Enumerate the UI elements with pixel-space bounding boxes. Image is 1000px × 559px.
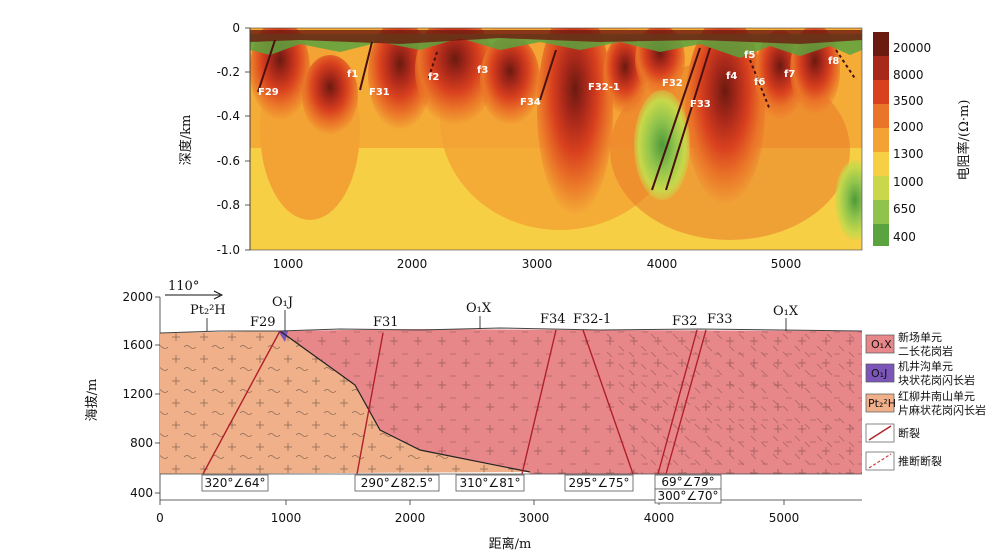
top-y-axis: 0 -0.2 -0.4 -0.6 -0.8 -1.0 深度/km — [178, 21, 251, 257]
y-axis-label: 深度/km — [178, 115, 194, 166]
top-x-axis: 1000 2000 3000 4000 5000 — [273, 257, 802, 271]
fault-label: f6 — [754, 77, 765, 88]
x-tick: 2000 — [397, 257, 428, 271]
attitude: 300°∠70° — [658, 489, 719, 503]
legend-line1: 新场单元 — [898, 330, 942, 344]
fault-name: F33 — [707, 312, 733, 327]
colorbar-tick: 400 — [893, 230, 916, 244]
x-tick: 5000 — [771, 257, 802, 271]
y-tick: 2000 — [122, 290, 153, 304]
colorbar-tick: 8000 — [893, 68, 924, 82]
legend-line1: 推断断裂 — [898, 454, 942, 468]
fault-label: f7 — [784, 69, 795, 80]
unit-label-oj: O₁J — [272, 295, 293, 310]
azimuth-label: 110° — [168, 279, 199, 294]
y-tick: -0.4 — [217, 109, 240, 123]
attitude: 295°∠75° — [569, 476, 630, 490]
legend-code: O₁X — [871, 338, 892, 351]
unit-oj — [278, 331, 288, 342]
y-axis-label: 海拔/m — [85, 379, 100, 422]
fault-name: F32-1 — [573, 312, 611, 327]
legend-line1: 断裂 — [898, 426, 920, 440]
colorbar-tick: 650 — [893, 202, 916, 216]
x-tick: 5000 — [769, 511, 800, 525]
colorbar-tick: 1000 — [893, 175, 924, 189]
legend-line2: 块状花岗闪长岩 — [898, 373, 975, 387]
attitude: 320°∠64° — [205, 476, 266, 490]
colorbar-tick: 20000 — [893, 41, 931, 55]
colorbar-tick: 3500 — [893, 94, 924, 108]
geologic-section: 2000 1600 1200 800 400 海拔/m 0 1000 2000 … — [85, 279, 986, 552]
fault-label: f4 — [726, 71, 737, 82]
x-tick: 4000 — [647, 257, 678, 271]
legend-code: O₁J — [871, 367, 887, 380]
x-tick: 3000 — [522, 257, 553, 271]
fault-label: F34 — [520, 97, 541, 108]
y-tick: -0.8 — [217, 198, 240, 212]
fault-label: F32 — [662, 78, 683, 89]
y-tick: -0.6 — [217, 154, 240, 168]
y-tick: 0 — [232, 21, 240, 35]
colorbar-label: 电阻率/(Ω·m) — [956, 100, 972, 181]
unit-label-ox: O₁X — [773, 304, 799, 319]
legend-line2: 二长花岗岩 — [898, 344, 953, 358]
x-tick: 4000 — [644, 511, 675, 525]
y-tick: 1600 — [122, 338, 153, 352]
y-tick: -1.0 — [217, 243, 240, 257]
x-tick: 2000 — [395, 511, 426, 525]
x-tick: 1000 — [271, 511, 302, 525]
x-axis-label: 距离/m — [489, 536, 532, 552]
legend-line2: 片麻状花岗闪长岩 — [898, 403, 986, 417]
attitude: 310°∠81° — [460, 476, 521, 490]
fault-label: F32-1 — [588, 82, 620, 93]
colorbar-tick: 1300 — [893, 147, 924, 161]
fault-name: F32 — [672, 314, 698, 329]
fault-label: F31 — [369, 87, 390, 98]
fault-label: f3 — [477, 65, 488, 76]
fault-labels: F29 f1 F31 f2 f3 F34 F32-1 F32 F33 f4 f5… — [258, 50, 839, 110]
fault-label: f8 — [828, 56, 839, 67]
colorbar-tick: 2000 — [893, 120, 924, 134]
fault-name: F29 — [250, 315, 276, 330]
fault-name: F34 — [540, 312, 566, 327]
fault-label: f2 — [428, 72, 439, 83]
fault-traces — [257, 39, 857, 191]
y-tick: -0.2 — [217, 65, 240, 79]
unit-label-ox: O₁X — [466, 301, 492, 316]
fault-name: F31 — [373, 315, 399, 330]
unit-label-pt: Pt₂²H — [190, 303, 226, 318]
fault-label: F29 — [258, 87, 279, 98]
legend-line1: 红柳井南山单元 — [898, 389, 975, 403]
colorbar: 20000 8000 3500 2000 1300 1000 650 400 电… — [873, 32, 972, 246]
fault-label: f5 — [744, 50, 755, 61]
attitude: 69°∠79° — [661, 475, 714, 489]
x-tick: 0 — [156, 511, 164, 525]
x-tick: 1000 — [273, 257, 304, 271]
fault-label: F33 — [690, 99, 711, 110]
legend-code: Pt₂²H — [868, 397, 896, 410]
y-tick: 800 — [130, 436, 153, 450]
resistivity-section: F29 f1 F31 f2 f3 F34 F32-1 F32 F33 f4 f5… — [178, 21, 972, 271]
fault-label: f1 — [347, 69, 358, 80]
x-tick: 3000 — [519, 511, 550, 525]
geologic-faults — [202, 329, 707, 475]
legend-line1: 机井沟单元 — [898, 359, 953, 373]
attitude-boxes: 320°∠64° 290°∠82.5° 310°∠81° 295°∠75° 69… — [201, 474, 722, 504]
y-tick: 400 — [130, 486, 153, 500]
y-tick: 1200 — [122, 387, 153, 401]
legend: O₁X 新场单元 二长花岗岩 O₁J 机井沟单元 块状花岗闪长岩 Pt₂²H 红… — [865, 330, 986, 471]
attitude: 290°∠82.5° — [361, 476, 433, 490]
